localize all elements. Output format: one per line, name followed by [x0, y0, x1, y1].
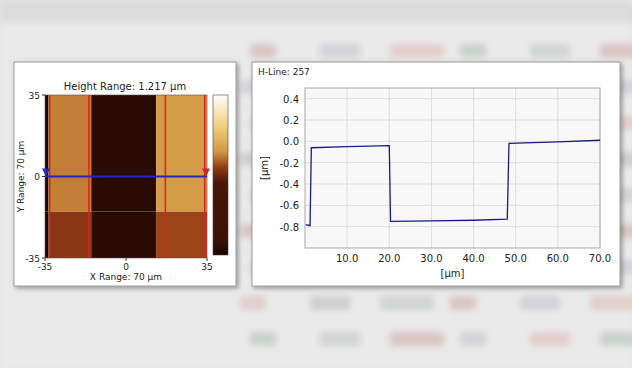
- profile-line-stroke: [45, 176, 207, 178]
- background-item: [590, 296, 632, 310]
- tick-label: 30.0: [420, 253, 442, 264]
- panel-frame: [14, 62, 236, 286]
- profile-line: [42, 169, 210, 177]
- background-item: [390, 44, 444, 58]
- grid-line: [305, 98, 600, 99]
- profile-series: [306, 140, 600, 225]
- profile-panel: H-Line: 257 0.4 0.2 0.0 -0.2 -0.4 -0.6 -0.8 10.0…: [252, 62, 620, 286]
- axis-label: Y Range: 70 µm: [16, 141, 26, 214]
- colorbar: [213, 95, 228, 255]
- background-item: [250, 332, 276, 346]
- background: [0, 0, 632, 368]
- grid-line: [473, 88, 474, 248]
- background-item: [520, 296, 560, 310]
- tick-label: 0: [123, 262, 129, 272]
- tick-label: 35: [201, 262, 212, 272]
- tick-label: 0.4: [283, 94, 299, 105]
- background-item: [530, 44, 570, 58]
- tick-label: 50.0: [505, 253, 527, 264]
- plot-area: [305, 88, 600, 248]
- background-item: [320, 44, 360, 58]
- page: Height Range: 1.217 µm-35035-35035X Rang…: [0, 0, 632, 368]
- axis-label: [µm]: [441, 268, 465, 279]
- grid-line: [305, 162, 600, 163]
- background-item: [310, 296, 350, 310]
- map-cell: [156, 95, 207, 211]
- map-cells: [45, 95, 207, 258]
- background-item: [380, 296, 434, 310]
- profile-marker: [42, 169, 50, 177]
- tick-label: 35: [29, 91, 40, 101]
- tick-label: 10.0: [336, 253, 358, 264]
- map-frame: [45, 95, 207, 258]
- tick-label: 60.0: [547, 253, 569, 264]
- background-item: [390, 332, 444, 346]
- background-item: [460, 332, 486, 346]
- background-item: [450, 296, 476, 310]
- map-cell: [156, 211, 207, 258]
- panel-frame: [252, 62, 620, 286]
- title: H-Line: 257: [258, 67, 310, 77]
- map-cell: [45, 211, 48, 258]
- map-cell: [45, 95, 48, 211]
- plot-frame: [305, 88, 600, 248]
- tick-label: 40.0: [462, 253, 484, 264]
- map-cell: [91, 211, 156, 258]
- tick-label: 70.0: [589, 253, 611, 264]
- background-bar: [0, 0, 632, 22]
- grid-line: [305, 226, 600, 227]
- grid-line: [515, 88, 516, 248]
- background-item: [250, 44, 276, 58]
- grid-line: [305, 184, 600, 185]
- tick-label: -0.4: [279, 179, 299, 190]
- tick: [207, 258, 208, 261]
- background-item: [530, 332, 570, 346]
- tick-label: 0.2: [283, 115, 299, 126]
- background-fill: [0, 0, 632, 368]
- map-cell: [48, 95, 91, 211]
- tick: [126, 258, 127, 261]
- axis-label: [µm]: [259, 156, 270, 180]
- map-cell: [48, 211, 91, 258]
- grid-line: [347, 88, 348, 248]
- tick-label: -0.6: [279, 200, 299, 211]
- background-item: [600, 332, 632, 346]
- grid-line: [557, 88, 558, 248]
- grid-line: [431, 88, 432, 248]
- background-item: [320, 332, 360, 346]
- tick-label: -0.8: [279, 222, 299, 233]
- background-item: [600, 44, 632, 58]
- tick: [45, 258, 46, 261]
- tick: [42, 176, 45, 177]
- tick-label: -35: [38, 262, 53, 272]
- title: Height Range: 1.217 µm: [64, 81, 186, 92]
- background-item: [240, 296, 266, 310]
- tick-label: 0.0: [283, 136, 299, 147]
- grid-line: [305, 120, 600, 121]
- grid-line: [305, 205, 600, 206]
- tick: [42, 95, 45, 96]
- series-group: [306, 140, 600, 225]
- profile-marker: [202, 169, 210, 177]
- tick-label: 0: [34, 172, 40, 182]
- map-cell: [91, 95, 156, 211]
- map-panel: Height Range: 1.217 µm-35035-35035X Rang…: [14, 62, 236, 286]
- background-item: [460, 44, 486, 58]
- tick-label: 20.0: [378, 253, 400, 264]
- axis-label: X Range: 70 µm: [90, 272, 162, 282]
- tick-label: -0.2: [279, 158, 299, 169]
